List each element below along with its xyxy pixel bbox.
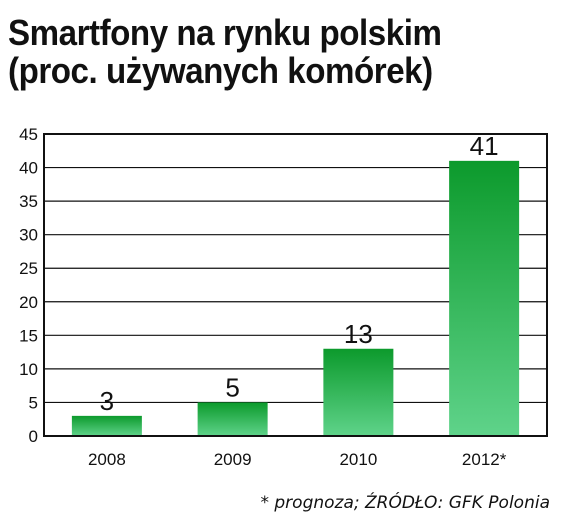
x-axis-ticks: 2008 2009 2010 2012* <box>88 450 507 469</box>
y-tick-label: 45 <box>19 125 38 144</box>
bar <box>323 348 394 436</box>
y-tick-label: 0 <box>29 427 38 446</box>
bar <box>71 415 142 436</box>
title-line-1: Smartfony na rynku polskim <box>8 12 442 53</box>
y-tick-label: 15 <box>19 326 38 345</box>
source-note: * prognoza; ŹRÓDŁO: GFK Polonia <box>260 493 550 513</box>
y-tick-label: 20 <box>19 293 38 312</box>
chart-title: Smartfony na rynku polskim (proc. używan… <box>8 12 442 91</box>
data-labels: 3 5 13 41 <box>100 131 499 416</box>
title-line-2: (proc. używanych komórek) <box>8 50 433 91</box>
y-axis-ticks: 0 5 10 15 20 25 30 35 40 45 <box>19 125 38 446</box>
y-tick-label: 10 <box>19 360 38 379</box>
data-label: 41 <box>470 131 499 161</box>
y-tick-label: 25 <box>19 259 38 278</box>
plot-frame <box>43 133 548 437</box>
data-label: 13 <box>344 319 373 349</box>
bars <box>71 160 520 436</box>
y-tick-label: 40 <box>19 159 38 178</box>
bar <box>449 160 520 436</box>
x-tick-label: 2008 <box>88 450 126 469</box>
bar <box>197 402 268 436</box>
y-tick-label: 5 <box>29 393 38 412</box>
data-label: 3 <box>100 386 114 416</box>
x-tick-label: 2010 <box>339 450 377 469</box>
x-tick-label: 2012* <box>462 450 507 469</box>
y-tick-label: 30 <box>19 226 38 245</box>
y-tick-label: 35 <box>19 192 38 211</box>
data-label: 5 <box>225 372 239 402</box>
x-tick-label: 2009 <box>214 450 252 469</box>
